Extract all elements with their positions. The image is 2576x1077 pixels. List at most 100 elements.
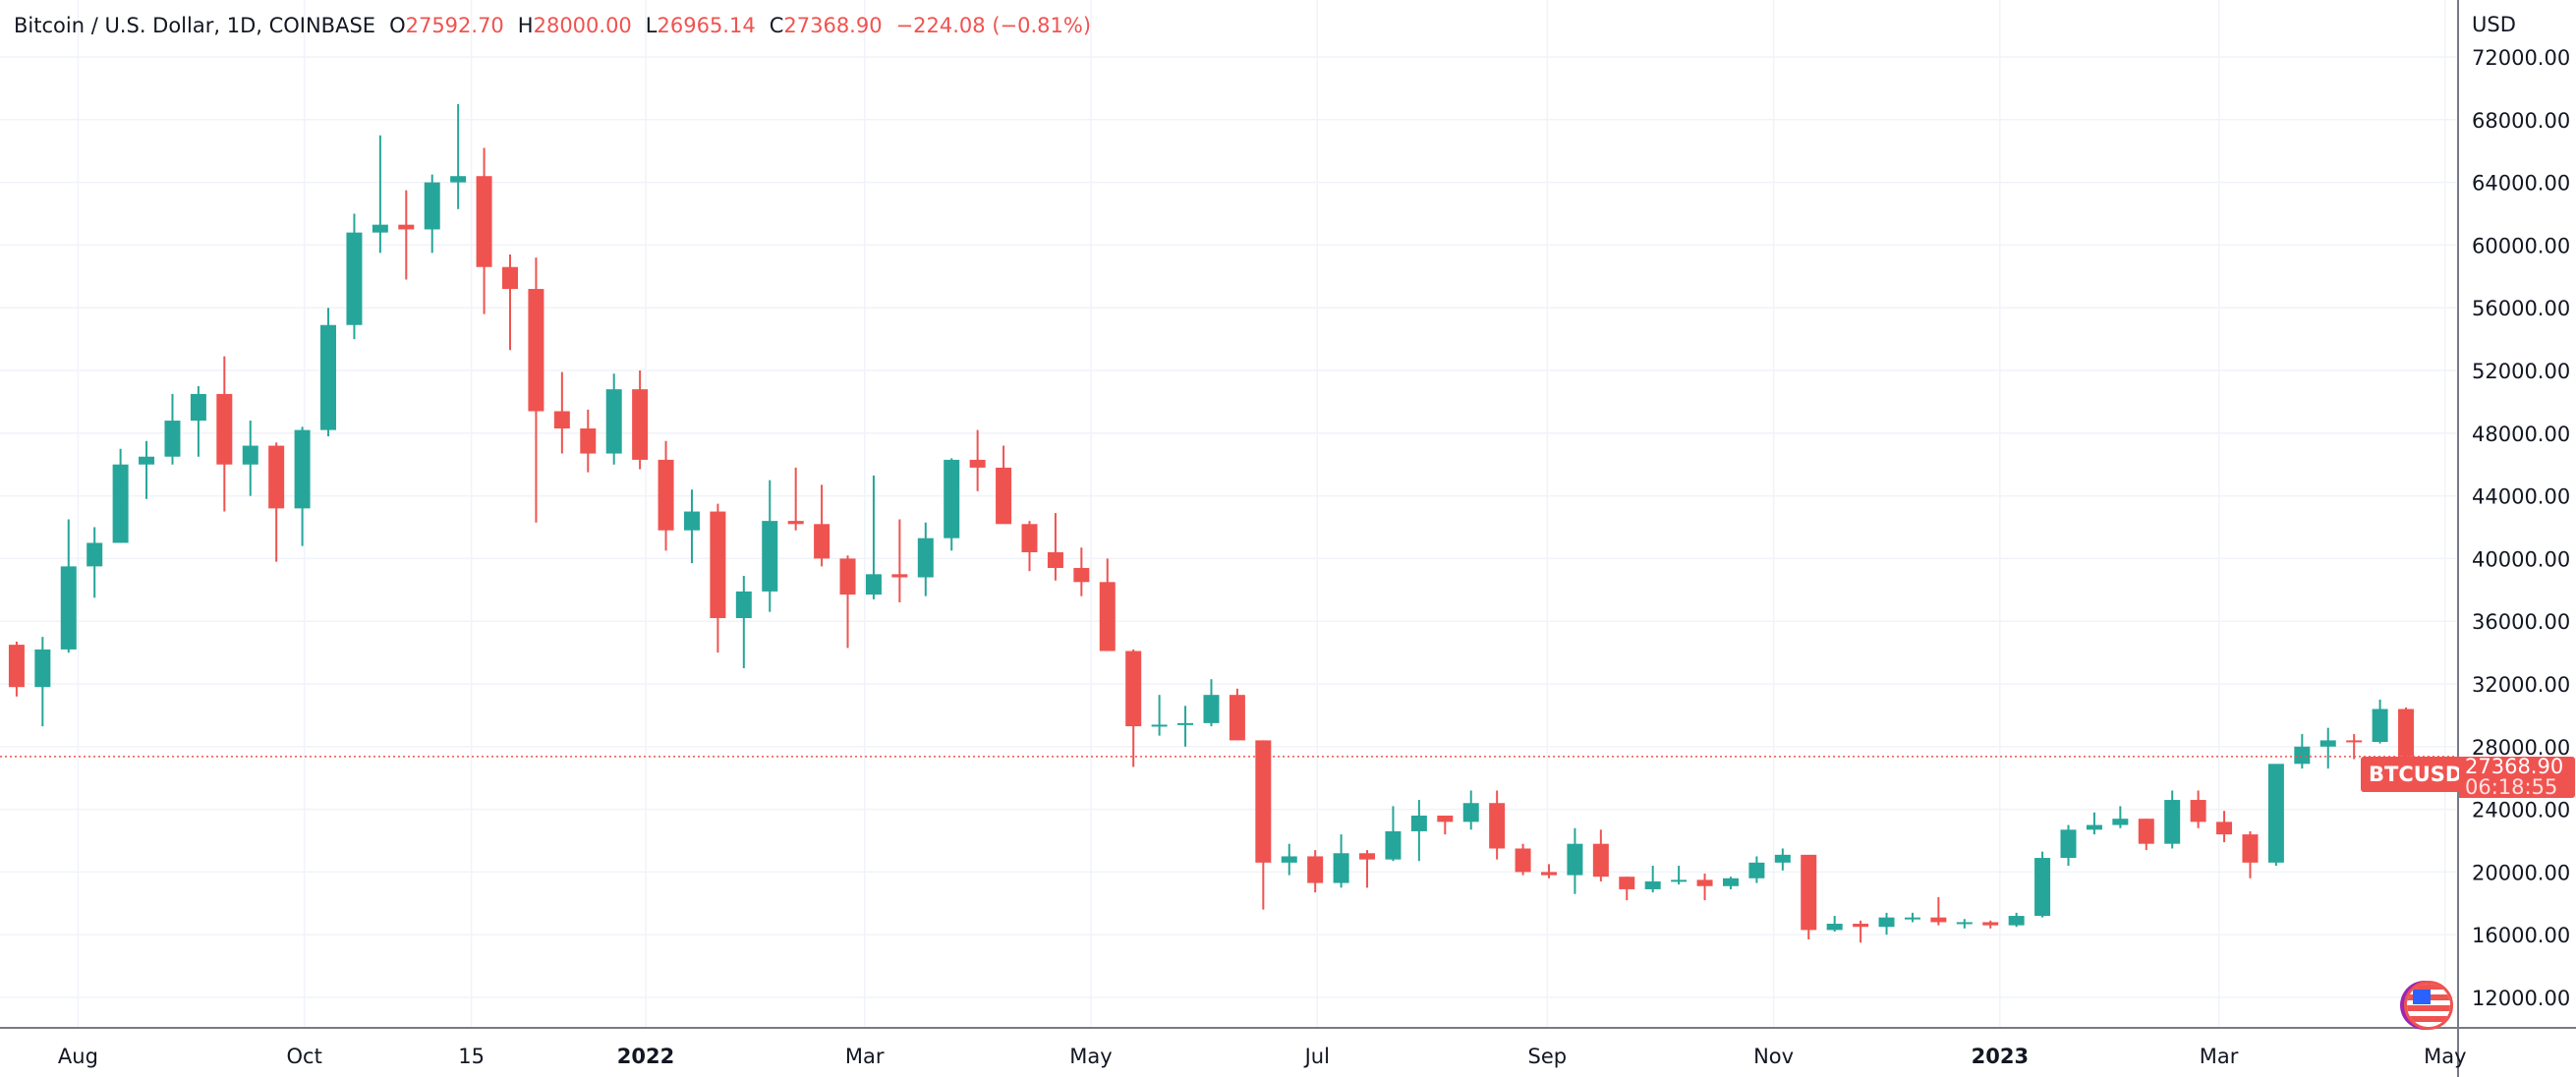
price-axis[interactable]: 12000.00 16000.00 20000.00 24000.00 28000.00… — [2472, 46, 2570, 1010]
candle — [605, 373, 622, 465]
candle — [2216, 811, 2233, 843]
time-tick-label: Aug — [58, 1045, 98, 1068]
candle-body — [34, 649, 51, 688]
symbol-title[interactable]: Bitcoin / U.S. Dollar, 1D, COINBASE — [14, 14, 376, 37]
candle — [1359, 850, 1376, 888]
candle — [1462, 790, 1479, 830]
candle — [2164, 790, 2181, 849]
candle — [1410, 800, 1427, 862]
candle — [1281, 843, 1297, 876]
candle-body — [1878, 917, 1895, 928]
candle — [2294, 734, 2311, 769]
candle — [2086, 812, 2102, 835]
candle — [398, 190, 415, 280]
candle-body — [242, 445, 258, 465]
candle-body — [1541, 872, 1557, 876]
candle-body — [944, 459, 960, 538]
candle — [372, 135, 388, 254]
time-tick-label: Nov — [1753, 1045, 1794, 1068]
candle — [917, 522, 934, 596]
candle — [502, 254, 518, 351]
candle — [1073, 547, 1090, 596]
time-axis[interactable]: Aug Oct 15 2022 Mar May Jul Sep Nov 2023 Mar May — [58, 1045, 2467, 1068]
candle-body — [2372, 709, 2388, 743]
candle-body — [1982, 922, 1999, 926]
candle-body — [1592, 843, 1609, 878]
time-tick-label: Mar — [2200, 1045, 2239, 1068]
candle — [86, 527, 103, 598]
candle — [944, 458, 960, 551]
candle — [1203, 679, 1220, 727]
candle-body — [1229, 695, 1245, 741]
candle — [735, 575, 752, 669]
candle-body — [190, 393, 206, 422]
candle-body — [86, 542, 103, 567]
candle — [1956, 919, 1973, 929]
candle — [632, 370, 649, 470]
candle — [34, 637, 51, 727]
candle — [2267, 764, 2284, 867]
candle-body — [2034, 858, 2051, 917]
price-tick-label: 56000.00 — [2472, 297, 2570, 320]
candle-body — [2190, 800, 2206, 822]
candle — [1541, 864, 1557, 879]
candle-body — [1385, 830, 1402, 860]
candle — [996, 445, 1012, 525]
candle-body — [1956, 922, 1973, 925]
candle-body — [1437, 815, 1454, 822]
close-value: 27368.90 — [783, 14, 883, 37]
candle-body — [2398, 709, 2415, 757]
high-value: 28000.00 — [533, 14, 632, 37]
candles — [8, 103, 2415, 943]
candle — [320, 308, 337, 436]
candle-body — [1801, 854, 1817, 931]
candle-body — [398, 224, 415, 230]
candle — [139, 440, 155, 499]
candle-body — [476, 176, 492, 267]
time-tick-label: Oct — [287, 1045, 322, 1068]
candle — [1047, 513, 1063, 581]
current-price: 27368.90 — [2465, 755, 2564, 778]
candle — [1489, 790, 1506, 860]
price-tick-label: 24000.00 — [2472, 799, 2570, 822]
candle-body — [1281, 856, 1297, 863]
currency-label: USD — [2472, 13, 2516, 36]
candle — [1385, 806, 1402, 862]
time-tick-label: Mar — [845, 1045, 885, 1068]
candle — [2112, 806, 2129, 828]
candle — [1930, 896, 1947, 926]
candle-body — [346, 232, 363, 325]
time-tick-label: 2022 — [617, 1045, 674, 1068]
candle — [1515, 843, 1531, 876]
candle-body — [1515, 848, 1531, 873]
candle — [1644, 866, 1661, 893]
candle-body — [2138, 819, 2154, 844]
candle-body — [1774, 854, 1791, 863]
candle-body — [372, 224, 388, 233]
candle-body — [2112, 819, 2129, 825]
price-tick-label: 44000.00 — [2472, 485, 2570, 509]
candle-body — [2294, 746, 2311, 765]
candle — [1671, 866, 1688, 885]
candle — [1333, 834, 1349, 888]
candle-body — [710, 511, 726, 619]
candle-body — [1489, 803, 1506, 849]
tradingview-flag-icon[interactable] — [2404, 981, 2453, 1030]
candle-body — [683, 511, 700, 531]
candle — [2398, 707, 2415, 764]
candle-body — [996, 467, 1012, 525]
candle — [1619, 877, 1635, 901]
candle — [294, 426, 311, 546]
candle — [839, 555, 856, 649]
candle-body — [1073, 567, 1090, 583]
price-tick-label: 40000.00 — [2472, 547, 2570, 571]
candle-body — [2008, 916, 2025, 926]
candle-body — [1099, 582, 1116, 652]
candle-body — [2267, 764, 2284, 863]
time-tick-label: May — [1069, 1045, 1112, 1068]
candle-body — [632, 389, 649, 460]
candle-body — [2216, 822, 2233, 835]
candle — [1125, 649, 1142, 767]
candle-body — [1047, 552, 1063, 568]
